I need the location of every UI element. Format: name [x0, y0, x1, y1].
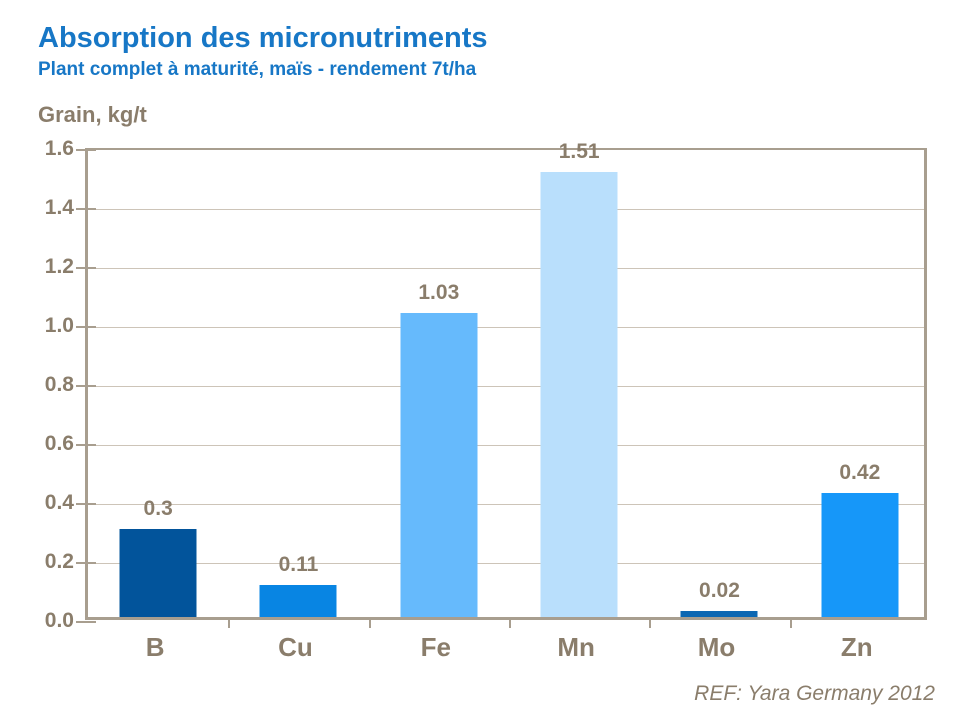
y-axis-tick — [76, 621, 96, 623]
gridline — [88, 445, 924, 446]
y-axis-tick — [76, 562, 96, 564]
bar-value-label: 0.3 — [143, 497, 173, 520]
y-axis-tick-label: 0.2 — [44, 550, 74, 573]
bar-slot-fe: 1.03 — [369, 150, 509, 617]
y-axis-tick — [76, 267, 96, 269]
x-axis-category-label: Fe — [420, 632, 451, 662]
y-axis-tick-label: 0.0 — [44, 609, 74, 632]
bar-fe — [400, 313, 478, 617]
y-axis-tick-label: 0.6 — [44, 432, 74, 455]
x-axis-tick — [649, 620, 651, 628]
plot-area: 0.3 0.11 1.03 1.51 0.02 0.42 — [76, 140, 927, 628]
x-axis-labels: B Cu Fe Mn Mo Zn — [85, 632, 927, 663]
y-axis-tick-label: 0.4 — [44, 491, 74, 514]
x-axis-category-label: Zn — [840, 632, 873, 662]
x-axis-category-label: Cu — [278, 632, 313, 662]
y-axis-tick — [76, 326, 96, 328]
gridline — [88, 209, 924, 210]
bar-slot-cu: 0.11 — [228, 150, 368, 617]
bar-mo — [680, 611, 758, 617]
y-axis-title: Grain, kg/t — [38, 102, 147, 127]
bar-mn — [540, 172, 618, 617]
y-axis-tick — [76, 208, 96, 210]
gridline — [88, 563, 924, 564]
bar-series: 0.3 0.11 1.03 1.51 0.02 0.42 — [88, 140, 924, 617]
bar-value-label: 0.11 — [278, 553, 319, 576]
x-axis-category-label: Mo — [697, 632, 736, 662]
chart-subtitle: Plant complet à maturité, maïs - rendeme… — [38, 59, 477, 80]
x-axis-tick — [228, 620, 230, 628]
bar-slot-mo: 0.02 — [649, 150, 789, 617]
gridline — [88, 327, 924, 328]
y-axis-labels: 0.0 0.2 0.4 0.6 0.8 1.0 1.2 1.4 1.6 — [22, 138, 74, 631]
y-axis-tick-label: 1.4 — [44, 196, 74, 219]
bar-value-label: 1.03 — [418, 281, 460, 304]
chart-title: Absorption des micronutriments — [38, 22, 488, 54]
x-axis-tick — [790, 620, 792, 628]
x-axis-category-label: Mn — [557, 632, 595, 662]
bar-value-label: 1.51 — [558, 140, 600, 163]
bar-slot-zn: 0.42 — [790, 150, 930, 617]
x-axis-tick — [509, 620, 511, 628]
bar-slot-mn: 1.51 — [509, 140, 649, 617]
y-axis-tick — [76, 385, 96, 387]
bar-slot-b: 0.3 — [88, 150, 228, 617]
bar-value-label: 0.02 — [699, 579, 740, 602]
y-axis-tick — [76, 444, 96, 446]
y-axis-tick — [76, 503, 96, 505]
gridline — [88, 386, 924, 387]
y-axis-tick-label: 0.8 — [44, 373, 74, 396]
x-axis-tick — [369, 620, 371, 628]
bar-cu — [259, 585, 337, 617]
y-axis-tick — [76, 149, 96, 151]
bar-value-label: 0.42 — [839, 461, 881, 484]
y-axis-tick-label: 1.2 — [44, 255, 74, 278]
bar-zn — [821, 493, 899, 617]
bar-b — [119, 529, 197, 617]
gridline — [88, 268, 924, 269]
gridline — [88, 504, 924, 505]
x-axis-category-label: B — [145, 632, 165, 662]
reference-text: REF: Yara Germany 2012 — [694, 682, 935, 705]
y-axis-tick-label: 1.0 — [44, 314, 74, 337]
y-axis-tick-label: 1.6 — [44, 137, 74, 160]
